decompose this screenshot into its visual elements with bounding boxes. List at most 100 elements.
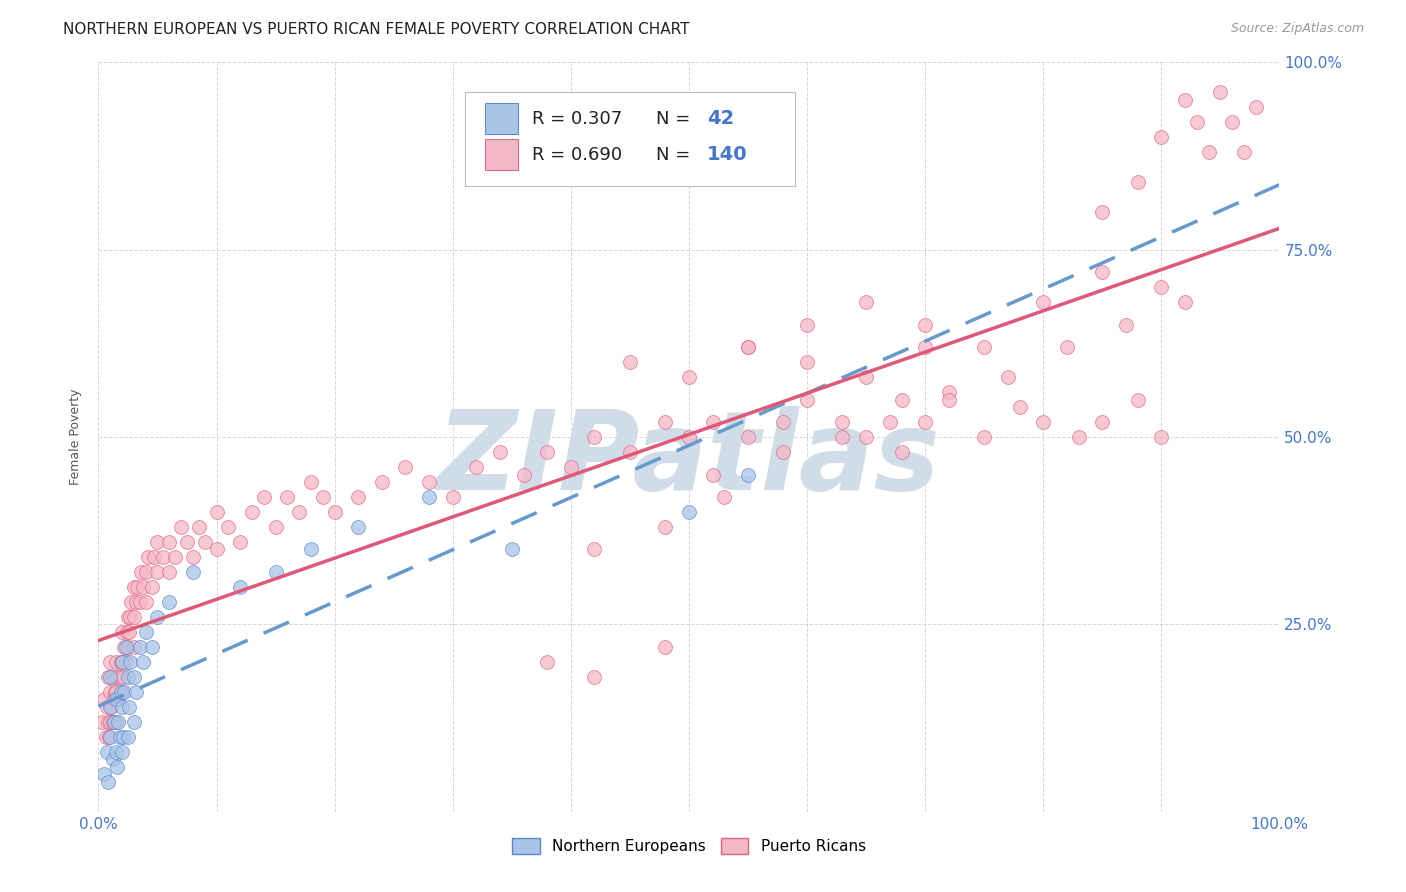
Point — [129, 565, 152, 579]
FancyBboxPatch shape — [485, 103, 517, 135]
Point — [105, 745, 128, 759]
Text: ZIPatlas: ZIPatlas — [437, 406, 941, 513]
Point — [914, 318, 936, 332]
Text: N =: N = — [655, 110, 690, 128]
Point — [737, 467, 759, 482]
Point — [118, 699, 141, 714]
Point — [165, 549, 187, 564]
FancyBboxPatch shape — [464, 93, 796, 186]
Point — [772, 415, 794, 429]
Point — [125, 595, 148, 609]
Point — [104, 685, 127, 699]
Point — [288, 505, 311, 519]
Text: R = 0.690: R = 0.690 — [531, 145, 621, 163]
Point — [128, 595, 150, 609]
Point — [105, 714, 128, 729]
Point — [101, 752, 124, 766]
Point — [1150, 130, 1173, 145]
Point — [1233, 145, 1256, 160]
Point — [96, 745, 118, 759]
Point — [1185, 115, 1208, 129]
Legend: Northern Europeans, Puerto Ricans: Northern Europeans, Puerto Ricans — [506, 831, 872, 860]
Point — [105, 670, 128, 684]
Point — [536, 445, 558, 459]
Point — [127, 580, 149, 594]
Point — [796, 355, 818, 369]
Point — [110, 655, 132, 669]
Point — [501, 542, 523, 557]
Point — [112, 670, 135, 684]
Point — [93, 692, 115, 706]
Point — [98, 699, 121, 714]
Point — [654, 520, 676, 534]
Point — [114, 655, 136, 669]
Point — [122, 640, 145, 654]
Point — [107, 714, 129, 729]
Point — [141, 640, 163, 654]
Point — [111, 655, 134, 669]
Text: N =: N = — [655, 145, 690, 163]
Point — [702, 415, 724, 429]
Point — [98, 730, 121, 744]
Point — [997, 370, 1019, 384]
Point — [560, 460, 582, 475]
Point — [890, 392, 912, 407]
Point — [418, 475, 440, 489]
Point — [101, 714, 124, 729]
Point — [111, 745, 134, 759]
Point — [97, 670, 120, 684]
Text: R = 0.307: R = 0.307 — [531, 110, 621, 128]
Point — [105, 685, 128, 699]
Point — [1091, 265, 1114, 279]
Point — [772, 445, 794, 459]
Point — [347, 490, 370, 504]
Point — [125, 685, 148, 699]
Point — [583, 430, 606, 444]
Point — [117, 670, 139, 684]
Point — [103, 714, 125, 729]
Point — [1115, 318, 1137, 332]
Point — [1244, 100, 1267, 114]
Point — [512, 467, 534, 482]
Point — [938, 385, 960, 400]
Point — [831, 430, 853, 444]
Point — [737, 340, 759, 354]
Point — [98, 655, 121, 669]
Text: 42: 42 — [707, 109, 734, 128]
Point — [117, 610, 139, 624]
Point — [122, 580, 145, 594]
Point — [1150, 280, 1173, 294]
Point — [890, 445, 912, 459]
Point — [135, 624, 157, 639]
Point — [170, 520, 193, 534]
Point — [536, 655, 558, 669]
Point — [394, 460, 416, 475]
Text: Source: ZipAtlas.com: Source: ZipAtlas.com — [1230, 22, 1364, 36]
Point — [111, 655, 134, 669]
Point — [93, 767, 115, 781]
Point — [1198, 145, 1220, 160]
Text: 140: 140 — [707, 145, 747, 164]
Point — [1126, 392, 1149, 407]
Point — [142, 549, 165, 564]
Point — [737, 430, 759, 444]
Point — [194, 535, 217, 549]
Point — [112, 685, 135, 699]
Point — [264, 565, 287, 579]
Point — [855, 430, 877, 444]
Point — [371, 475, 394, 489]
Point — [1056, 340, 1078, 354]
Point — [111, 624, 134, 639]
Point — [105, 655, 128, 669]
Point — [702, 467, 724, 482]
Point — [108, 670, 131, 684]
Point — [240, 505, 263, 519]
Point — [96, 699, 118, 714]
Point — [111, 699, 134, 714]
Point — [91, 714, 114, 729]
Point — [117, 640, 139, 654]
Point — [181, 549, 204, 564]
Point — [619, 445, 641, 459]
Point — [1032, 295, 1054, 310]
Point — [1126, 175, 1149, 189]
